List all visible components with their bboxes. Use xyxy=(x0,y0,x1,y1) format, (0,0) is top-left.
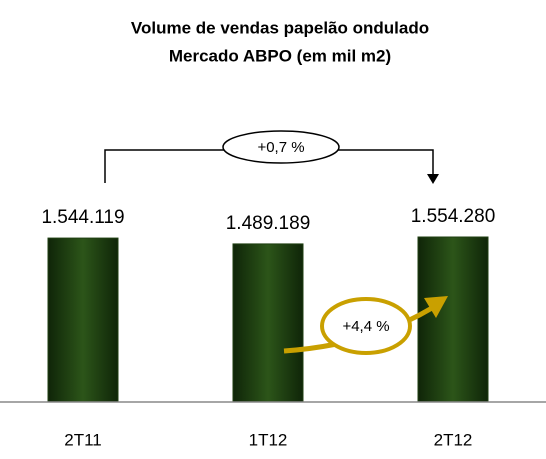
bar xyxy=(232,243,304,403)
chart-title: Volume de vendas papelão ondulado xyxy=(131,18,429,37)
bar xyxy=(47,237,119,403)
data-label: 1.554.280 xyxy=(411,206,496,227)
data-label: 1.489.189 xyxy=(226,213,311,234)
annotation: +4,4 % xyxy=(342,318,389,335)
x-tick-label: 2T12 xyxy=(434,430,473,449)
annotation: +0,7 % xyxy=(257,139,304,156)
data-label: 1.544.119 xyxy=(41,207,124,228)
chart-subtitle: Mercado ABPO (em mil m2) xyxy=(169,46,391,65)
x-tick-label: 1T12 xyxy=(249,430,288,449)
x-tick-label: 2T11 xyxy=(64,430,102,449)
arrow-head xyxy=(427,174,439,184)
annotation-ellipse xyxy=(222,130,340,164)
bar xyxy=(417,236,489,403)
growth-arrow-head xyxy=(424,296,448,318)
annotation-ellipse xyxy=(320,297,412,355)
